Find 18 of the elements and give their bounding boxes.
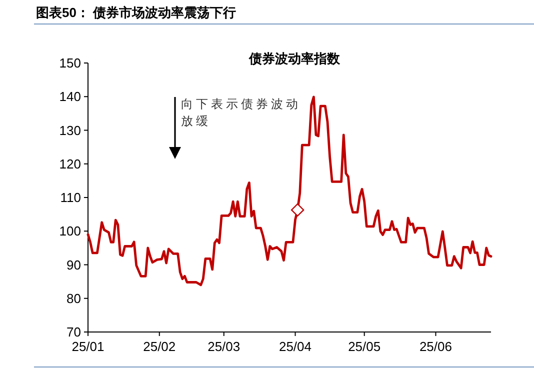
y-tick-label: 100 <box>59 224 81 239</box>
x-tick-label: 25/01 <box>72 339 104 354</box>
x-tick-label: 25/03 <box>208 339 240 354</box>
y-tick-label: 130 <box>59 122 81 138</box>
y-tick-label: 80 <box>66 290 81 306</box>
y-tick-label: 140 <box>59 89 81 104</box>
x-tick-label: 25/02 <box>143 339 176 354</box>
y-tick-label: 70 <box>66 324 81 340</box>
y-tick-label: 120 <box>59 156 81 172</box>
x-tick-label: 25/06 <box>419 339 452 354</box>
x-tick-label: 25/05 <box>348 339 381 354</box>
y-tick-label: 90 <box>66 257 81 272</box>
chart-subtitle: 债券波动率指数 <box>248 51 341 66</box>
x-tick-label: 25/04 <box>278 339 312 354</box>
chart-title: 图表50： 债券市场波动率震荡下行 <box>36 5 236 20</box>
y-tick-label: 150 <box>59 56 81 70</box>
annotation: 向下表示债券波动放缓 <box>181 97 301 128</box>
y-tick-label: 110 <box>60 190 81 205</box>
